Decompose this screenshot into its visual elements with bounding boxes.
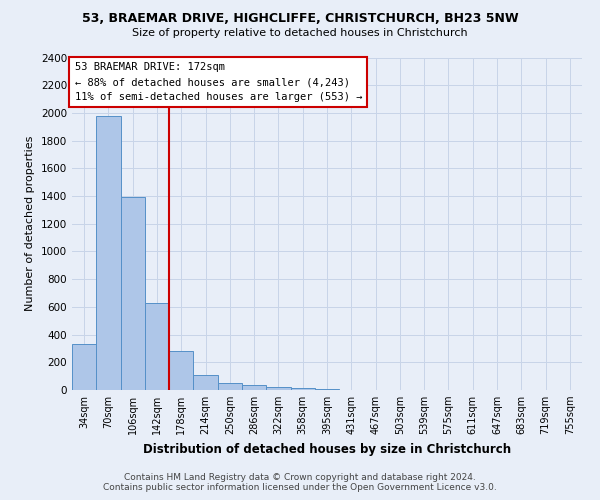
Y-axis label: Number of detached properties: Number of detached properties — [25, 136, 35, 312]
Bar — [121, 198, 145, 390]
Bar — [290, 388, 315, 390]
Bar — [266, 386, 290, 390]
X-axis label: Distribution of detached houses by size in Christchurch: Distribution of detached houses by size … — [143, 442, 511, 456]
Text: Size of property relative to detached houses in Christchurch: Size of property relative to detached ho… — [132, 28, 468, 38]
Bar — [72, 344, 96, 390]
Text: 53, BRAEMAR DRIVE, HIGHCLIFFE, CHRISTCHURCH, BH23 5NW: 53, BRAEMAR DRIVE, HIGHCLIFFE, CHRISTCHU… — [82, 12, 518, 26]
Bar — [96, 116, 121, 390]
Text: 53 BRAEMAR DRIVE: 172sqm
← 88% of detached houses are smaller (4,243)
11% of sem: 53 BRAEMAR DRIVE: 172sqm ← 88% of detach… — [74, 62, 362, 102]
Bar — [242, 385, 266, 390]
Text: Contains HM Land Registry data © Crown copyright and database right 2024.
Contai: Contains HM Land Registry data © Crown c… — [103, 473, 497, 492]
Bar — [169, 351, 193, 390]
Bar — [218, 383, 242, 390]
Bar — [315, 388, 339, 390]
Bar — [193, 375, 218, 390]
Bar — [145, 302, 169, 390]
